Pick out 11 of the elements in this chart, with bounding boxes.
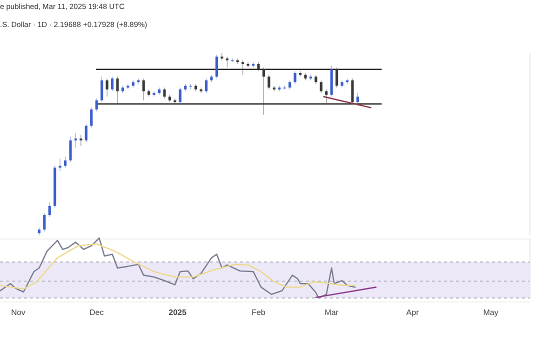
x-tick-label: Apr [406,308,420,317]
x-tick-label: Nov [11,308,26,317]
x-tick-label: Feb [252,308,266,317]
candlestick [200,87,202,94]
x-tick-label: Mar [324,308,339,317]
x-tick-label: Dec [89,308,104,317]
x-tick-label: May [483,308,498,317]
candlestick [304,72,307,81]
x-tick-label: 2025 [168,308,187,317]
candlestick [152,90,156,97]
candlestick [246,62,250,68]
